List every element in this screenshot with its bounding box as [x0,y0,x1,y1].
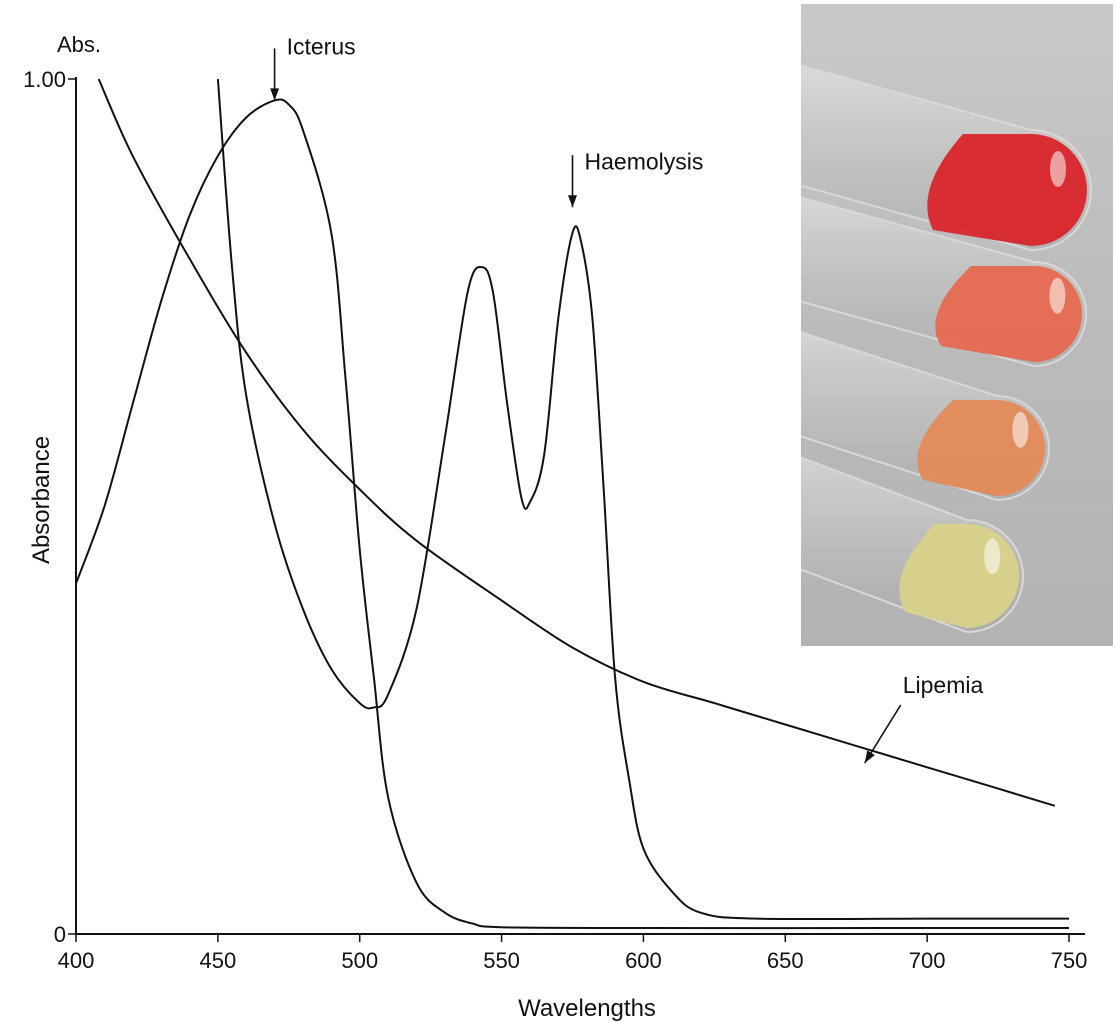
x-tick-label: 700 [909,948,946,973]
y-axis-label: Absorbance [28,436,55,564]
annotation-label: Lipemia [903,672,984,698]
tubes-illustration [801,64,1092,634]
x-tick-label: 600 [625,948,662,973]
x-tick-label: 550 [483,948,520,973]
x-tick-label: 650 [767,948,804,973]
y-tick-label: 0 [54,922,66,947]
sample-tube [801,456,1024,634]
annotation-arrowhead [864,750,875,763]
sample-tubes-photo [801,4,1113,646]
x-tick-label: 400 [58,948,95,973]
x-tick-label: 450 [199,948,236,973]
sample-tube [801,64,1092,252]
chart-ticks: 400 450 500 550 600 650 700 750 0 1.00 [23,67,1087,973]
y-axis-top-label: Abs. [57,32,101,57]
chart-axes [75,77,1085,935]
x-axis-label: Wavelengths [518,995,656,1022]
chart-annotations: Icterus Haemolysis Lipemia [270,33,984,764]
series-line-haemolysis [216,78,1069,921]
series-line-icterus [75,98,1069,930]
x-tick-label: 750 [1051,948,1088,973]
sample-tube [801,196,1087,368]
annotation-arrowhead [568,195,577,208]
annotation-label: Haemolysis [585,148,704,174]
annotation-arrowhead [270,88,280,101]
annotation-label: Icterus [287,33,356,59]
y-tick-label: 1.00 [23,67,66,92]
x-tick-label: 500 [341,948,378,973]
sample-tube [801,331,1050,502]
